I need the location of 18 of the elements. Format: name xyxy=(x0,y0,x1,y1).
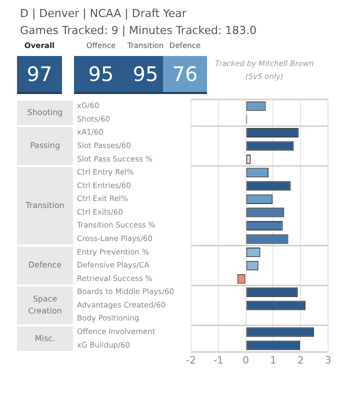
x-tick-label: -1 xyxy=(213,356,224,367)
x-tick-label: 1 xyxy=(270,356,276,367)
text: 76 xyxy=(163,56,207,94)
chart-subtitle: Games Tracked: 9 | Minutes Tracked: 183.0 xyxy=(20,24,257,37)
text: Passing xyxy=(30,141,60,150)
text: 97 xyxy=(17,56,62,94)
x-tick-label: 0 xyxy=(242,356,249,367)
x-tick-label: -2 xyxy=(186,356,196,367)
text: 95 xyxy=(128,56,163,94)
text: 95 xyxy=(74,56,128,94)
chart-title: D | Denver | NCAA | Draft Year xyxy=(20,7,186,20)
text: Misc. xyxy=(34,334,56,343)
text: Shooting xyxy=(27,108,63,117)
text: Transition xyxy=(24,200,64,210)
x-tick-label: 3 xyxy=(324,356,332,367)
text: Defence xyxy=(28,260,62,270)
x-tick-label: 2 xyxy=(297,356,304,367)
text: Space Creation xyxy=(28,294,62,316)
